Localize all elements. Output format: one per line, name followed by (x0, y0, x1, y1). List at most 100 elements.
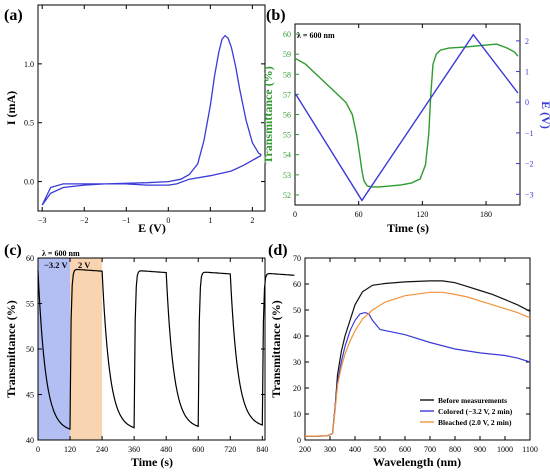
panel-a-cv-curve (41, 34, 262, 206)
panel-b-ylabel-right: E (V) (539, 101, 550, 129)
panel-d-label: (d) (268, 242, 288, 259)
x-tick-label: −2 (80, 216, 89, 225)
panel-d-legend: Before measurements Colored (−3.2 V, 2 mi… (420, 396, 513, 427)
x-tick-label: 120 (64, 445, 76, 454)
panel-d-series-lines (305, 280, 531, 437)
panel-a-xlabel: E (V) (138, 221, 166, 235)
y-tick-label: 70 (293, 254, 301, 263)
panel-b-potential-curve (294, 33, 519, 202)
panel-d-plot-frame (304, 257, 531, 441)
y-tick-label: 10 (293, 410, 301, 419)
panel-b-xlabel: Time (s) (387, 221, 429, 235)
y-tick-label-right: 1 (525, 68, 529, 77)
panel-c-tick-labels: 0 120 240 360 480 600 720 840 40 45 50 55 60 (26, 254, 268, 454)
x-tick-label: 240 (96, 445, 108, 454)
series-line-2 (305, 291, 531, 437)
x-tick-label: 1 (208, 216, 212, 225)
panel-b-transmittance-curve (294, 43, 519, 188)
x-tick-label: 120 (416, 210, 428, 219)
x-tick-label: 1100 (522, 445, 538, 454)
y-tick-label: 30 (293, 358, 301, 367)
y-tick-label-right: −3 (525, 190, 534, 199)
y-tick-label: 20 (293, 384, 301, 393)
panel-d-xlabel: Wavelength (nm) (373, 455, 461, 469)
x-tick-label: 400 (349, 445, 361, 454)
panel-b: (b) 0 60 120 180 52 53 54 55 56 57 58 59 60 −3 −2 −1 0 1 2… (261, 7, 550, 235)
panel-d-tick-labels: 200 300 400 500 600 700 800 900 1000 1100 0 10 20 30 4… (293, 254, 538, 454)
y-tick-label: 54 (283, 151, 291, 160)
legend-label: Before measurements (438, 396, 507, 405)
x-tick-label: 840 (256, 445, 268, 454)
panel-a-ylabel: I (mA) (4, 91, 18, 125)
panel-b-label: (b) (266, 7, 286, 24)
panel-d-ylabel: Transmittance (%) (269, 300, 283, 397)
y-tick-label: 45 (26, 391, 34, 400)
x-tick-label: 600 (192, 445, 204, 454)
x-tick-label: −1 (122, 216, 131, 225)
panel-c-transmittance-curve (37, 268, 295, 430)
x-tick-label: 0 (36, 445, 40, 454)
panel-c-label: (c) (4, 242, 22, 259)
x-tick-label: 700 (424, 445, 436, 454)
panel-a-label: (a) (4, 7, 23, 24)
panel-a-tick-labels: −3 −2 −1 0 1 2 0.0 0.5 1.0 (24, 60, 254, 225)
legend-label: Colored (−3.2 V, 2 min) (438, 407, 513, 416)
y-tick-label: 53 (283, 171, 291, 180)
y-tick-label: 50 (293, 306, 301, 315)
panel-d: (d) 200 300 400 500 600 700 800 900 1000 11000102… (268, 242, 538, 469)
y-tick-label: 40 (26, 436, 34, 445)
panel-c-ylabel: Transmittance (%) (4, 300, 18, 397)
x-tick-label: 0 (293, 210, 297, 219)
y-tick-label: 55 (283, 131, 291, 140)
x-tick-label: 600 (399, 445, 411, 454)
y-tick-label: 0.0 (24, 178, 34, 187)
x-tick-label: −3 (38, 216, 47, 225)
panel-c: (c) 0 120 240 360 480 600 720 840 40 45 50 55 60 λ =… (4, 242, 295, 469)
bleached-band (70, 258, 103, 440)
y-tick-label: 52 (283, 191, 291, 200)
y-tick-label: 60 (26, 254, 34, 263)
x-tick-label: 900 (474, 445, 486, 454)
x-tick-label: 1000 (497, 445, 513, 454)
x-tick-label: 480 (160, 445, 172, 454)
panel-c-bleached-band-label: 2 V (78, 260, 91, 270)
y-tick-label: 58 (283, 70, 291, 79)
y-tick-label-right: 0 (525, 98, 529, 107)
panel-a: (a) −3 −2 −1 0 1 2 0.0 0.5 1.0 E (V) I (mA) (4, 4, 266, 235)
x-tick-label: 2 (250, 216, 254, 225)
y-tick-label: 50 (26, 345, 34, 354)
y-tick-label: 60 (283, 30, 291, 39)
panel-c-colored-band-label: −3.2 V (44, 260, 68, 270)
x-tick-label: 300 (324, 445, 336, 454)
panel-b-ylabel-left: Transmittance (%) (261, 66, 275, 163)
y-tick-label: 0 (297, 436, 301, 445)
x-tick-label: 800 (449, 445, 461, 454)
panel-c-voltage-bands (38, 258, 103, 440)
panel-c-xlabel: Time (s) (131, 455, 173, 469)
x-tick-label: 180 (480, 210, 492, 219)
panel-c-ticks (37, 257, 265, 441)
y-tick-label-right: 2 (525, 37, 529, 46)
panel-c-wavelength-note: λ = 600 nm (42, 249, 80, 258)
y-tick-label: 55 (26, 300, 34, 309)
x-tick-label: 500 (374, 445, 386, 454)
y-tick-label: 59 (283, 50, 291, 59)
panel-b-ticks (294, 24, 520, 205)
legend-label: Bleached (2.0 V, 2 min) (438, 418, 512, 427)
y-tick-label: 57 (283, 90, 291, 99)
panel-b-wavelength-note: λ = 600 nm (297, 31, 335, 40)
y-tick-label-right: −2 (525, 160, 534, 169)
x-tick-label: 200 (299, 445, 311, 454)
panel-a-ticks (38, 5, 265, 211)
y-tick-label: 60 (293, 280, 301, 289)
y-tick-label-right: −1 (525, 129, 534, 138)
y-tick-label: 40 (293, 332, 301, 341)
panel-b-tick-labels: 0 60 120 180 52 53 54 55 56 57 58 59 60 −3 −2 −1 0 1 2 (283, 30, 534, 219)
x-tick-label: 360 (128, 445, 140, 454)
x-tick-label: 60 (355, 210, 363, 219)
y-tick-label: 0.5 (24, 119, 34, 128)
x-tick-label: 720 (224, 445, 236, 454)
y-tick-label: 1.0 (24, 60, 34, 69)
x-tick-label: 0 (166, 216, 170, 225)
panel-a-plot-frame (37, 4, 266, 212)
